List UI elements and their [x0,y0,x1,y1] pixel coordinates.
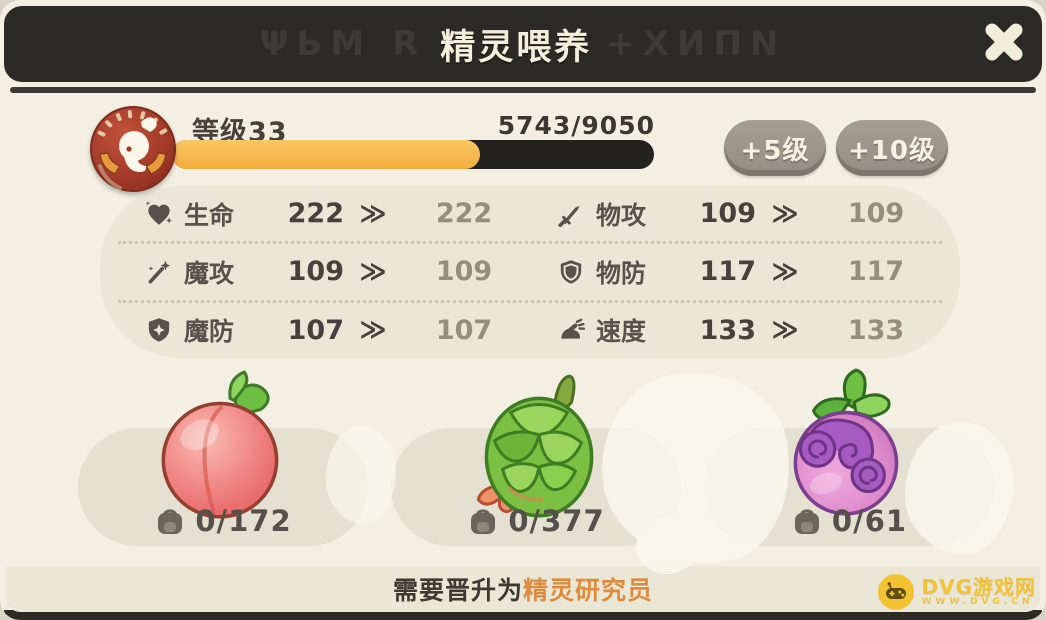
sprite-level-badge-icon [90,106,176,192]
decorative-runes-left: ΨЬM R [259,24,427,64]
background-watermark-blob [636,518,698,574]
stat-next: 133 [847,314,905,346]
stat-magic-def: 魔防 107 ≫ 107 [118,303,530,358]
stat-next: 117 [847,256,905,288]
fruit-count: 0/172 [78,504,368,538]
promotion-prefix: 需要晋升为 [392,576,523,605]
promotion-rank: 精灵研究员 [523,576,654,605]
backpack-icon [471,509,496,534]
plus-10-levels-button[interactable]: +10级 [836,120,948,176]
site-watermark: DVG游戏网 WWW.DVG.CN [877,574,1037,610]
watermark-site-name: DVG游戏网 [921,574,1036,599]
stat-arrow-icon: ≫ [771,315,799,346]
stats-row-2: 魔攻 109 ≫ 109 物防 117 ≫ 117 [118,244,942,303]
stats-row-1: 生命 222 ≫ 222 物攻 109 ≫ 109 [118,186,942,245]
stats-panel: 生命 222 ≫ 222 物攻 109 ≫ 109 [100,186,960,358]
dialog-title: 精灵喂养 [440,27,593,68]
stat-next: 109 [847,198,905,230]
stat-arrow-icon: ≫ [771,198,799,229]
stat-hp: 生命 222 ≫ 222 [118,186,530,241]
stat-label: 速度 [596,317,647,347]
backpack-icon [794,509,819,534]
sword-icon [558,205,580,227]
stat-current: 107 [287,314,344,346]
stat-arrow-icon: ≫ [359,198,387,229]
stat-label: 魔攻 [184,258,235,288]
green-cone-fruit-icon [476,374,594,518]
header-underline [10,87,1036,93]
heart-icon [145,200,173,225]
stat-current: 109 [287,256,344,288]
background-watermark-blob [905,422,1013,554]
decorative-runes-right: +XИПN [606,24,787,64]
fruit-count-text: 0/172 [195,504,292,538]
fruit-count-text: 0/377 [508,504,605,538]
fruit-count: 0/377 [391,504,681,538]
stat-label: 生命 [184,200,235,230]
stat-next: 107 [435,314,493,346]
stat-current: 222 [287,198,344,230]
stat-current: 109 [699,198,756,230]
stat-phys-def: 物防 117 ≫ 117 [530,244,942,299]
dialog-header: ΨЬM R 精灵喂养 +XИПN [4,6,1042,82]
exp-progress-bar [172,140,654,169]
stat-arrow-icon: ≫ [359,315,387,346]
dialog-bottom-frame [4,610,1042,620]
gamepad-icon [877,574,914,610]
close-icon[interactable] [978,16,1030,68]
stat-label: 魔防 [184,317,235,347]
footer-bar: 需要晋升为精灵研究员 [6,566,1040,612]
backpack-icon [158,509,183,534]
stat-next: 222 [435,198,493,230]
stat-speed: 速度 133 ≫ 133 [530,303,942,358]
purple-swirl-fruit-icon [793,368,899,516]
stat-label: 物防 [596,258,647,288]
fruit-count: 0/61 [704,504,994,538]
stat-current: 117 [699,256,756,288]
stat-next: 109 [435,256,493,288]
stats-row-3: 魔防 107 ≫ 107 速度 133 ≫ 133 [118,303,942,358]
shield-sparkle-icon [148,318,170,342]
watermark-site-url: WWW.DVG.CN [921,596,1034,607]
feed-item-peach[interactable]: 0/172 [78,370,368,546]
peach-fruit-icon [161,370,279,519]
stat-phys-atk: 物攻 109 ≫ 109 [530,186,942,241]
wand-icon [148,260,171,284]
exp-progress-fill [172,140,481,169]
stat-current: 133 [699,314,756,346]
stat-arrow-icon: ≫ [771,256,799,287]
exp-value: 5743/9050 [497,111,655,140]
fruit-count-text: 0/61 [831,504,908,538]
stat-magic-atk: 魔攻 109 ≫ 109 [118,244,530,299]
plus-5-levels-button[interactable]: +5级 [724,120,826,176]
stat-label: 物攻 [596,200,647,230]
background-watermark-blob [326,426,396,524]
speed-icon [561,318,586,339]
promotion-requirement-text: 需要晋升为精灵研究员 [393,571,653,607]
shield-icon [560,260,582,284]
stat-arrow-icon: ≫ [359,256,387,287]
